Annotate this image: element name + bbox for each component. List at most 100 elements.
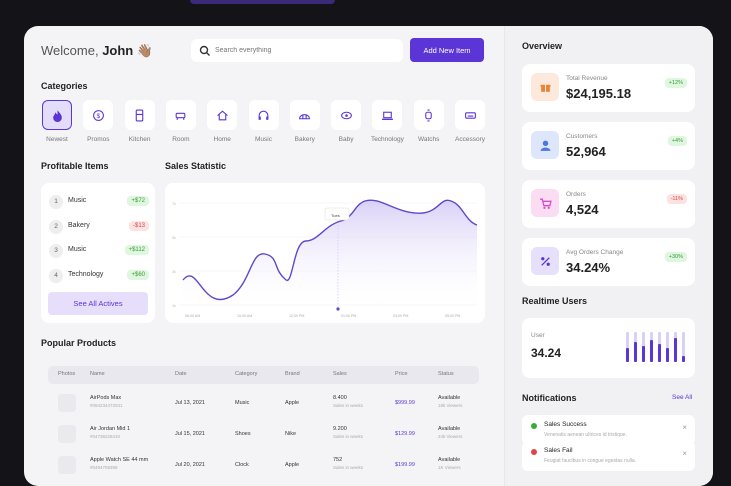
- product-brand: Nike: [285, 431, 297, 437]
- product-price: $999.99: [395, 400, 415, 406]
- gift-icon: [540, 84, 550, 92]
- category-newest[interactable]: Newest: [38, 100, 76, 143]
- product-date: Jul 13, 2021: [175, 400, 205, 406]
- change-badge: +30%: [664, 252, 687, 262]
- see-all-actives-button[interactable]: See All Actives: [48, 292, 148, 315]
- product-price: $199.99: [395, 462, 415, 468]
- categories-title: Categories: [41, 81, 88, 91]
- category-kitchen[interactable]: Kitchen: [121, 100, 159, 143]
- profitable-item[interactable]: 3 Music +$112: [49, 242, 149, 260]
- welcome-greeting: Welcome, John 👋🏽: [41, 43, 154, 58]
- product-name: Apple Watch SE 44 mm: [90, 457, 149, 463]
- notifications-title: Notifications: [522, 393, 577, 403]
- column-header[interactable]: Photos: [58, 371, 76, 377]
- column-header[interactable]: Sales: [333, 371, 347, 377]
- bar: [674, 338, 677, 362]
- category-baby[interactable]: Baby: [327, 100, 365, 143]
- category-home[interactable]: Home: [203, 100, 241, 143]
- profitable-item[interactable]: 4 Technology +$60: [49, 267, 149, 285]
- profitable-item[interactable]: 2 Bakery -$13: [49, 218, 149, 236]
- add-new-item-button[interactable]: Add New Item: [410, 38, 484, 62]
- notification-title: Sales Fail: [544, 447, 573, 454]
- bar: [634, 342, 637, 362]
- profitable-items-card: 1 Music +$72 2 Bakery -$13 3 Music +$112 4 Technol…: [41, 183, 155, 323]
- bar: [682, 356, 685, 362]
- status-dot: [531, 423, 537, 429]
- notification-item[interactable]: Sales Success Venenatis aenean ultrices i…: [522, 415, 695, 445]
- overview-card-avg-orders-change[interactable]: Avg Orders Change 34.24% +30%: [522, 238, 695, 286]
- overview-card-customers[interactable]: Customers 52,964 +4%: [522, 122, 695, 170]
- table-row[interactable]: AirPods Max #094234472041 Jul 13, 2021 Musi…: [48, 390, 479, 418]
- sofa-icon: [176, 112, 186, 120]
- search-bar[interactable]: [191, 39, 403, 62]
- notification-title: Sales Success: [544, 421, 587, 428]
- search-input[interactable]: [215, 42, 395, 59]
- laptop-icon: [381, 111, 393, 120]
- top-accent: [190, 0, 335, 4]
- bread-icon: [299, 113, 311, 119]
- headphones-icon: [258, 110, 269, 120]
- product-date: Jul 15, 2021: [175, 431, 205, 437]
- product-code: #094234472041: [90, 403, 123, 408]
- category-promos[interactable]: $ Promos: [79, 100, 117, 143]
- product-price: $129.99: [395, 431, 415, 437]
- category-watchs[interactable]: Watchs: [410, 100, 448, 143]
- user-icon: [540, 140, 550, 151]
- category-label: Home: [213, 136, 231, 143]
- column-header[interactable]: Brand: [285, 371, 300, 377]
- change-badge: -11%: [666, 194, 687, 204]
- sidebar: Overview Total Revenue $24,195.18 +12% Cust…: [504, 26, 713, 486]
- profitable-item[interactable]: 1 Music +$72: [49, 193, 149, 211]
- category-music[interactable]: Music: [245, 100, 283, 143]
- change-badge: +4%: [667, 136, 687, 146]
- category-label: Bakery: [294, 136, 315, 143]
- notification-desc: Venenatis aenean ultrices id tristique.: [544, 432, 627, 438]
- category-room[interactable]: Room: [162, 100, 200, 143]
- x-tick-label: 03:00 PM: [393, 314, 408, 318]
- table-row[interactable]: Air Jordan Mid 1 #04738228410 Jul 15, 2021…: [48, 421, 479, 449]
- column-header[interactable]: Category: [235, 371, 258, 377]
- card-value: 4,524: [566, 202, 599, 217]
- table-row[interactable]: Apple Watch SE 44 mm #0494759398 Jul 20, 2…: [48, 452, 479, 480]
- popular-products-title: Popular Products: [41, 338, 117, 348]
- x-tick-label: 05:00 PM: [445, 314, 460, 318]
- category-technology[interactable]: Technology: [368, 100, 406, 143]
- products-table: Photos Name Date Category Brand Sales Price Sta…: [48, 366, 479, 486]
- column-header[interactable]: Price: [395, 371, 408, 377]
- pacifier-icon: [340, 111, 352, 119]
- dollar-icon: $: [92, 109, 104, 121]
- product-date: Jul 20, 2021: [175, 462, 205, 468]
- column-header[interactable]: Status: [438, 371, 454, 377]
- overview-card-orders[interactable]: Orders 4,524 -11%: [522, 180, 695, 228]
- x-tick-label: 12:00 PM: [289, 314, 304, 318]
- sales-chart-svg: 7k 5k 3k 1k Tues 08:00 AM 10:00 AM 12:00 P…: [172, 199, 478, 318]
- column-header[interactable]: Date: [175, 371, 187, 377]
- notifications-see-all-link[interactable]: See All: [672, 394, 693, 401]
- category-label: Newest: [46, 136, 68, 143]
- close-icon[interactable]: ×: [682, 423, 687, 432]
- product-category: Shoes: [235, 431, 251, 437]
- category-accessory[interactable]: Accessory: [451, 100, 489, 143]
- product-brand: Apple: [285, 400, 300, 406]
- close-icon[interactable]: ×: [682, 449, 687, 458]
- product-category: Music: [235, 400, 250, 406]
- realtime-value: 34.24: [531, 346, 562, 360]
- x-tick-label: 01:00 PM: [341, 314, 356, 318]
- change-badge: +12%: [664, 78, 687, 88]
- rank-badge: 1: [49, 195, 63, 209]
- bar: [666, 348, 669, 362]
- dashboard-panel: Welcome, John 👋🏽 Add New Item Categories…: [24, 26, 713, 486]
- sales-area: [183, 200, 477, 313]
- notification-item[interactable]: Sales Fail Feugiat faucibus in congue ege…: [522, 441, 695, 471]
- item-name: Music: [68, 246, 87, 253]
- profitable-items-title: Profitable Items: [41, 161, 109, 171]
- overview-card-total-revenue[interactable]: Total Revenue $24,195.18 +12%: [522, 64, 695, 112]
- notification-desc: Feugiat faucibus in congue egestas nulla…: [544, 458, 637, 464]
- realtime-users-card: User 34.24: [522, 318, 695, 378]
- category-bakery[interactable]: Bakery: [286, 100, 324, 143]
- hover-dot: [336, 307, 340, 311]
- bar: [650, 340, 653, 362]
- bar: [658, 344, 661, 362]
- x-tick-label: 10:00 AM: [237, 314, 252, 318]
- column-header[interactable]: Name: [90, 371, 105, 377]
